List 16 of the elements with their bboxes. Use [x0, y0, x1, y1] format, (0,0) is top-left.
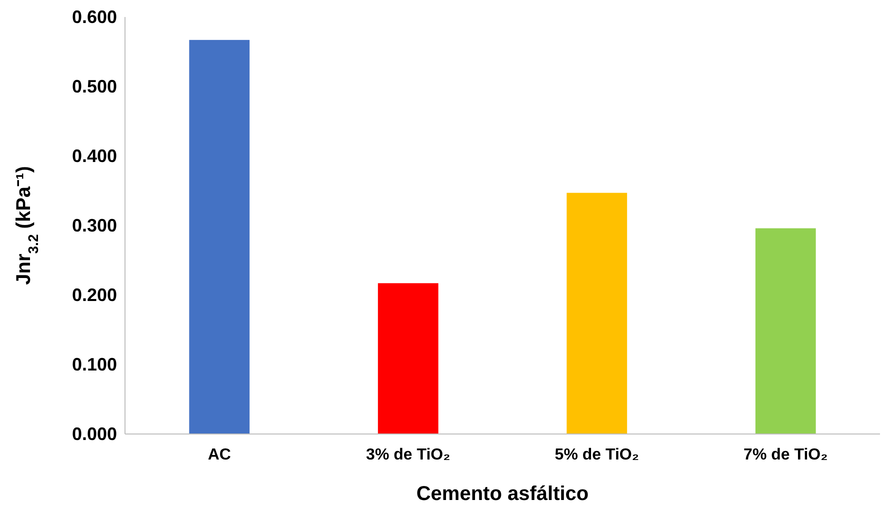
bar	[566, 192, 628, 434]
x-tick-label: AC	[208, 446, 232, 464]
y-tick-label: 0.200	[72, 284, 117, 305]
bar	[378, 283, 438, 434]
y-tick-label: 0.500	[72, 76, 117, 96]
y-tick-label: 0.400	[72, 146, 117, 166]
x-tick-label: 3% de TiO₂	[366, 446, 450, 464]
y-tick-label: 0.100	[72, 354, 117, 374]
x-axis-title: Cemento asfáltico	[416, 483, 589, 505]
y-tick-label: 0.000	[72, 424, 117, 444]
x-tick-label: 5% de TiO₂	[554, 446, 639, 464]
y-tick-label: 0.600	[72, 6, 117, 27]
y-tick-label: 0.300	[72, 215, 117, 236]
bar	[755, 228, 816, 434]
x-tick-label: 7% de TiO₂	[744, 446, 828, 464]
bar	[189, 40, 250, 434]
